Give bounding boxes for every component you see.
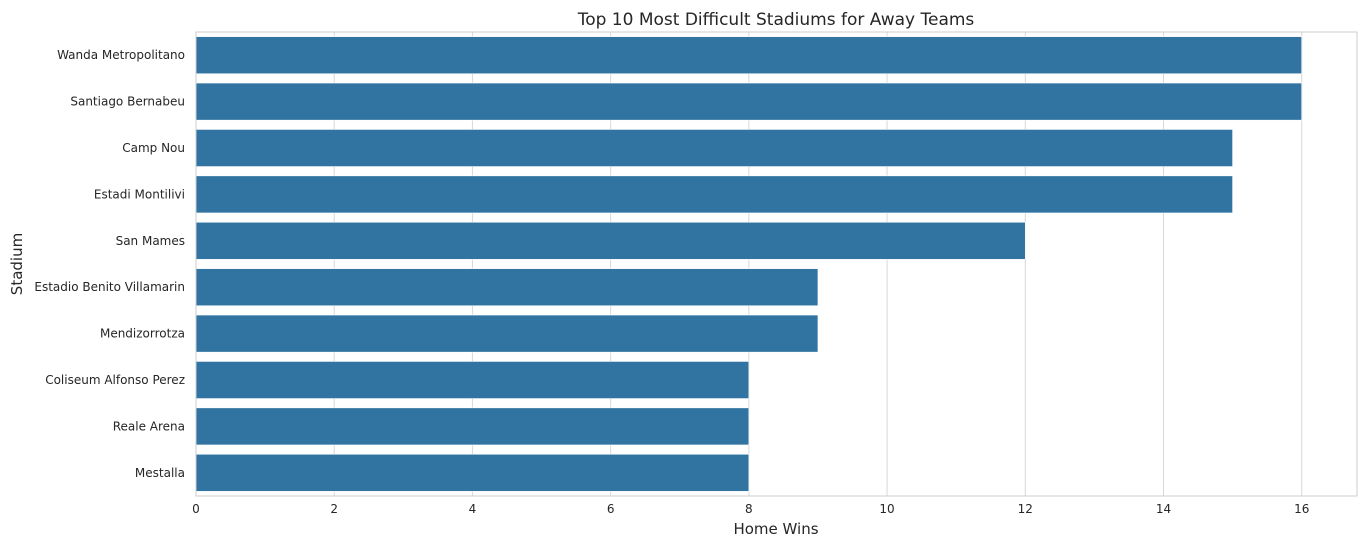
x-axis-label: Home Wins [733,520,818,538]
y-tick-label: Estadio Benito Villamarin [34,280,185,294]
chart-title: Top 10 Most Difficult Stadiums for Away … [577,10,975,30]
bar [195,268,819,307]
x-tick-label: 10 [879,502,894,516]
y-tick-label: San Mames [116,234,185,248]
x-tick-label: 14 [1156,502,1171,516]
x-tick-labels: 0 2 4 6 8 10 12 14 16 [192,502,1309,516]
x-tick-label: 0 [192,502,200,516]
bar [195,407,750,446]
y-tick-label: Santiago Bernabeu [70,95,185,109]
x-tick-label: 8 [745,502,753,516]
x-tick-label: 4 [469,502,477,516]
y-tick-label: Mestalla [135,466,185,480]
x-tick-label: 12 [1018,502,1033,516]
bar [195,36,1303,75]
x-tick-label: 6 [607,502,615,516]
y-tick-label: Mendizorrotza [100,327,185,341]
bar [195,361,750,399]
bar [195,175,1233,214]
bar [195,82,1303,121]
x-tick-label: 16 [1294,502,1309,516]
y-tick-label: Wanda Metropolitano [57,48,185,62]
y-tick-label: Coliseum Alfonso Perez [45,373,185,387]
y-tick-label: Estadi Montilivi [94,187,185,201]
bar [195,314,819,353]
y-tick-labels: Wanda Metropolitano Santiago Bernabeu Camp… [34,48,185,480]
bar [195,221,1026,260]
plot-frame [195,31,1358,497]
bars [195,36,1303,492]
x-tick-label: 2 [330,502,338,516]
y-axis-label: Stadium [8,233,26,295]
bar [195,129,1233,167]
y-tick-label: Camp Nou [122,141,185,155]
bar [195,453,750,492]
y-tick-label: Reale Arena [113,419,185,433]
